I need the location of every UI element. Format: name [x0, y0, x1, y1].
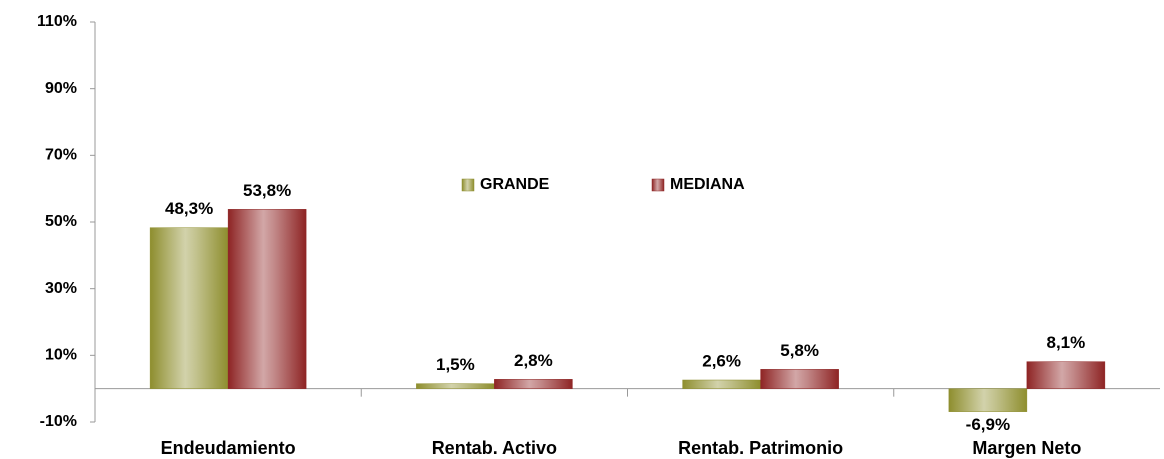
- value-label: -6,9%: [966, 415, 1010, 434]
- bar: [416, 383, 495, 389]
- bar: [494, 379, 573, 389]
- bar: [682, 379, 761, 389]
- y-tick-label: 110%: [37, 13, 77, 30]
- x-tick-label: Rentab. Activo: [432, 438, 557, 458]
- value-label: 8,1%: [1047, 333, 1086, 352]
- bar: [760, 369, 839, 389]
- y-tick-label: 90%: [45, 80, 77, 97]
- y-tick-label: -10%: [40, 413, 77, 430]
- y-tick-label: 70%: [45, 147, 77, 164]
- legend-label: MEDIANA: [670, 176, 745, 193]
- x-tick-label: Endeudamiento: [161, 438, 296, 458]
- value-label: 2,6%: [702, 351, 741, 370]
- bar: [227, 209, 307, 389]
- value-label: 5,8%: [780, 341, 819, 360]
- value-label: 1,5%: [436, 355, 475, 374]
- y-tick-label: 30%: [45, 280, 77, 297]
- bar: [948, 388, 1028, 412]
- y-tick-label: 10%: [45, 347, 77, 364]
- legend-label: GRANDE: [480, 176, 550, 193]
- bar: [1026, 361, 1106, 389]
- bar: [149, 227, 229, 389]
- value-label: 2,8%: [514, 351, 553, 370]
- x-tick-label: Margen Neto: [972, 438, 1081, 458]
- x-tick-label: Rentab. Patrimonio: [678, 438, 843, 458]
- value-label: 48,3%: [165, 199, 213, 218]
- y-tick-label: 50%: [45, 213, 77, 230]
- value-label: 53,8%: [243, 181, 291, 200]
- legend-swatch: [461, 178, 475, 192]
- legend-swatch: [651, 178, 665, 192]
